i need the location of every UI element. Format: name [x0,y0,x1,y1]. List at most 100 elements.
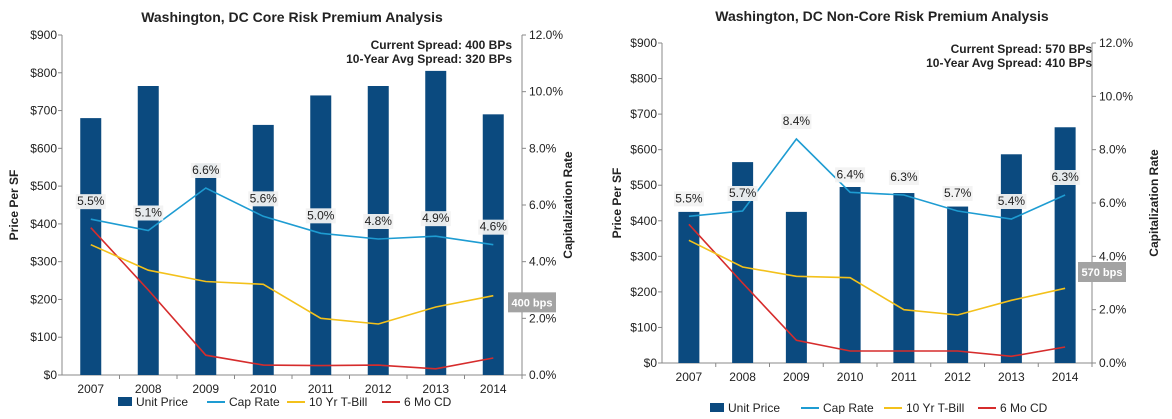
cap-rate-label-box [248,191,279,207]
left-tick-label: $0 [44,368,58,382]
x-tick-label: 2011 [308,382,334,396]
cap-rate-label-box [781,114,812,129]
non-core-risk-premium-chart: Washington, DC Non-Core Risk Premium Ana… [610,8,1161,415]
left-tick-label: $200 [30,292,57,306]
cap-rate-data-label: 4.6% [480,220,508,234]
left-tick-label: $800 [30,66,57,80]
legend-label: Cap Rate [823,401,874,414]
cap-rate-data-label: 4.9% [422,211,450,225]
cap-rate-label-box [133,205,164,221]
left-tick-label: $700 [630,107,657,121]
cap-rate-data-label: 5.6% [250,191,278,205]
avg-spread-text: 10-Year Avg Spread: 320 BPs [346,52,512,66]
bps-callout-box [508,292,556,313]
cap-rate-label-box [996,194,1027,209]
legend-swatch-unit-price [710,403,724,412]
x-tick-label: 2009 [192,382,219,396]
unit-price-bar [1000,154,1022,363]
cap-rate-label-box [478,219,509,235]
chart-title: Washington, DC Non-Core Risk Premium Ana… [715,8,1049,24]
left-tick-label: $100 [30,330,57,344]
right-tick-label: 0.0% [1099,356,1127,370]
x-tick-label: 2013 [422,382,449,396]
x-tick-label: 2008 [729,370,756,384]
cap-rate-data-label: 6.3% [1051,170,1079,184]
left-tick-label: $900 [630,36,657,50]
cap-rate-data-label: 5.7% [944,186,972,200]
cap-rate-data-label: 5.0% [307,208,335,222]
right-tick-label: 4.0% [529,255,557,269]
legend-label: 10 Yr T-Bill [906,401,964,414]
legend-label: 6 Mo CD [404,395,452,409]
unit-price-bar [367,86,389,375]
x-tick-label: 2011 [891,370,917,384]
cd-line [90,227,494,370]
bps-callout-text: 400 bps [512,297,553,309]
right-tick-label: 8.0% [529,141,557,155]
x-tick-label: 2010 [250,382,277,396]
right-tick-label: 12.0% [1099,36,1133,50]
current-spread-text: Current Spread: 400 BPs [371,38,513,52]
left-tick-label: $600 [630,143,657,157]
spread-arrow-head-up [506,250,513,257]
x-tick-label: 2014 [1052,370,1079,384]
unit-price-bar [893,193,915,363]
left-tick-label: $600 [30,141,57,155]
y-axis-title: Price Per SF [610,168,624,239]
x-tick-label: 2012 [365,382,392,396]
legend-swatch-unit-price [118,397,132,406]
cap-rate-data-label: 5.1% [135,206,163,220]
cap-rate-label-box [673,191,704,207]
left-tick-label: $300 [30,255,57,269]
right-tick-label: 10.0% [1099,89,1133,103]
legend-label: Cap Rate [229,395,280,409]
x-tick-label: 2014 [480,382,507,396]
core-risk-premium-chart: Washington, DC Core Risk Premium Analysi… [7,9,575,409]
left-tick-label: $700 [30,104,57,118]
right-tick-label: 8.0% [1099,143,1127,157]
x-tick-label: 2009 [783,370,810,384]
cap-rate-data-label: 8.4% [783,114,811,128]
current-spread-text: Current Spread: 570 BPs [951,42,1093,56]
cap-rate-label-box [363,214,394,229]
legend-label: 6 Mo CD [1000,401,1048,414]
cap-rate-data-label: 5.4% [998,194,1026,208]
cap-rate-data-label: 5.5% [675,191,703,205]
spread-arrow-head-up [1078,201,1085,207]
cap-rate-data-label: 4.8% [365,214,393,228]
cap-rate-data-label: 5.5% [77,194,105,208]
y-axis-title: Price Per SF [7,170,21,241]
cap-rate-label-box [1050,170,1081,185]
spread-arrow-head-down [1078,337,1085,343]
chart-title: Washington, DC Core Risk Premium Analysi… [141,9,443,25]
right-tick-label: 2.0% [1099,303,1127,317]
right-tick-label: 6.0% [529,198,557,212]
unit-price-bar [678,211,700,363]
cap-rate-label-box [835,167,866,183]
left-tick-label: $0 [644,356,658,370]
unit-price-bar [80,118,102,375]
spread-arrow-head-down [506,348,513,354]
bps-callout-text: 570 bps [1082,267,1123,279]
left-tick-label: $300 [630,249,657,263]
bps-callout-box [1078,262,1126,282]
cap-rate-label-box [190,163,221,178]
cd-line [688,223,1066,358]
t-bill-line [688,239,1066,316]
x-tick-label: 2013 [998,370,1025,384]
x-tick-label: 2007 [676,370,703,384]
cap-rate-label-box [727,186,758,201]
cap-rate-data-label: 6.6% [192,163,220,177]
unit-price-bar [195,163,217,375]
unit-price-bar [732,162,754,363]
right-tick-label: 10.0% [529,85,563,99]
left-tick-label: $400 [30,217,57,231]
legend-label: Unit Price [728,401,780,414]
cap-rate-line [90,187,494,246]
x-tick-label: 2010 [837,370,864,384]
legend-label: Unit Price [136,395,188,409]
unit-price-bar [839,187,861,363]
right-tick-label: 6.0% [1099,196,1127,210]
t-bill-line [90,243,494,325]
